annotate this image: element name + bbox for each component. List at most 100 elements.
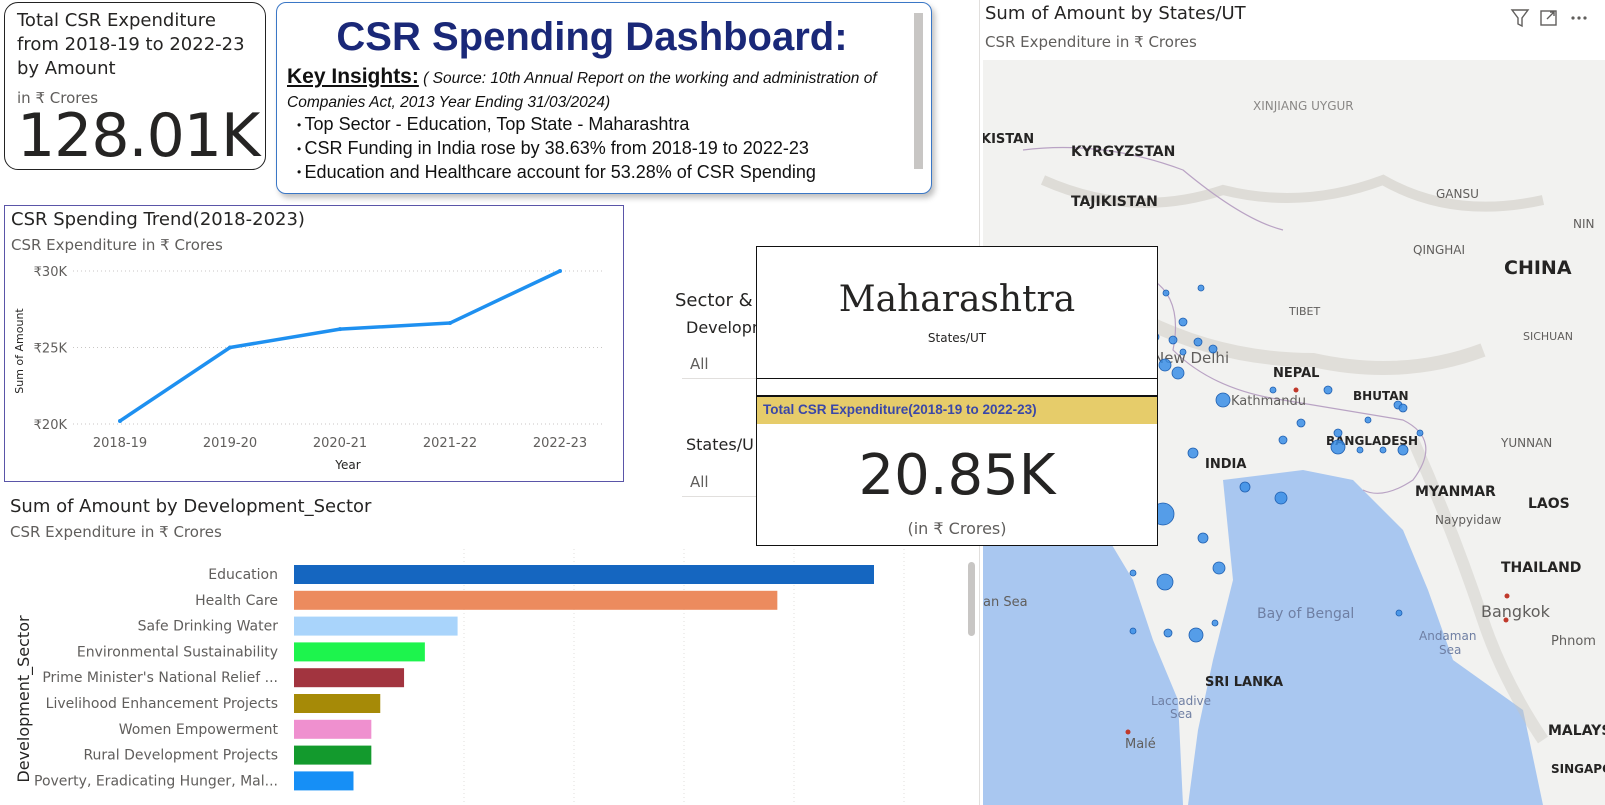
more-options-icon[interactable]	[1571, 16, 1587, 20]
state-expenditure-card: Total CSR Expenditure(2018-19 to 2022-23…	[756, 396, 1158, 546]
state-bubble[interactable]	[1211, 619, 1219, 627]
trend-ytick-label: ₹20K	[34, 418, 68, 433]
bar-category-label: Livelihood Enhancement Projects	[46, 696, 278, 712]
map-label-india: INDIA	[1205, 457, 1246, 472]
state-bubble[interactable]	[1296, 418, 1306, 428]
sector-bar[interactable]	[294, 642, 425, 662]
trend-xtick-label: 2021-22	[423, 436, 477, 451]
city-dot	[1503, 617, 1509, 623]
state-highlight-popup: Maharashtra States/UT Total CSR Expendit…	[756, 246, 1158, 546]
sector-slicer-dropdown[interactable]: All	[682, 348, 762, 379]
kpi-title: Total CSR Expenditure from 2018-19 to 20…	[17, 10, 245, 79]
state-bubble[interactable]	[1364, 416, 1372, 424]
state-bubble[interactable]	[1379, 446, 1387, 454]
state-bubble[interactable]	[1215, 392, 1231, 408]
visual-header-icons-svg	[1510, 9, 1587, 28]
state-bubble[interactable]	[1187, 447, 1199, 459]
state-slicer-label: States/U	[686, 435, 754, 454]
trend-xtick-label: 2020-21	[313, 436, 367, 451]
sector-bar[interactable]	[294, 590, 778, 610]
map-label-phnom: Phnom	[1551, 634, 1596, 649]
bar-category-label: Environmental Sustainability	[77, 644, 278, 660]
sector-bar[interactable]	[294, 694, 381, 713]
state-bubble[interactable]	[1168, 335, 1178, 345]
map-label-myanmar: MYANMAR	[1415, 484, 1496, 500]
city-dot	[1504, 593, 1510, 599]
state-bubble[interactable]	[1129, 569, 1137, 577]
trend-point[interactable]	[558, 269, 562, 273]
trend-point[interactable]	[118, 418, 122, 423]
state-bubble[interactable]	[1208, 344, 1218, 354]
sector-bar[interactable]	[294, 745, 372, 765]
trend-chart-visual[interactable]: CSR Spending Trend(2018-2023) CSR Expend…	[4, 205, 624, 482]
state-bubble[interactable]	[1193, 337, 1203, 347]
insight-item: Top Sector - Education, Top State - Maha…	[297, 113, 816, 137]
state-bubble[interactable]	[1269, 386, 1277, 394]
trend-line-chart[interactable]: Sum of Amount Year ₹30K ₹25K ₹20K 2018-19 20…	[5, 256, 623, 481]
sector-bar[interactable]	[294, 771, 354, 791]
state-bubble[interactable]	[1212, 561, 1226, 575]
state-slicer-dropdown[interactable]: All	[682, 466, 762, 497]
state-bubble[interactable]	[1333, 428, 1343, 438]
state-bubble[interactable]	[1356, 446, 1364, 454]
state-bubble[interactable]	[1156, 573, 1174, 591]
state-bubble[interactable]	[1398, 403, 1408, 413]
state-bubble[interactable]	[1330, 439, 1346, 455]
bars-scrollbar[interactable]	[968, 562, 975, 636]
trend-series-line[interactable]	[119, 269, 561, 423]
state-bubble[interactable]	[1129, 627, 1137, 635]
state-bubble[interactable]	[1188, 627, 1204, 643]
state-bubble[interactable]	[1171, 366, 1185, 380]
map-label-nepal: NEPAL	[1273, 366, 1319, 381]
state-bubble[interactable]	[1162, 289, 1170, 297]
state-expenditure-unit: (in ₹ Crores)	[907, 519, 1007, 538]
map-label-laccadive_sea: Sea	[1170, 707, 1192, 721]
map-labels: XINJIANG UYGUR KISTAN KYRGYZSTAN TAJIKISTAN…	[983, 99, 1605, 776]
state-bubble[interactable]	[1158, 358, 1172, 372]
kpi-value: 128.01K	[17, 101, 260, 171]
insight-item: Education and Healthcare account for 53.…	[297, 161, 816, 185]
sector-slicer-value: All	[690, 355, 709, 373]
map-label-naypyidaw: Naypyidaw	[1435, 513, 1501, 527]
map-label-laos: LAOS	[1528, 496, 1570, 512]
map-label-singapo: SINGAPO	[1551, 762, 1605, 776]
map-border	[1022, 146, 1284, 231]
sector-bar[interactable]	[294, 668, 405, 688]
map-label-ansea: an Sea	[983, 595, 1028, 610]
state-bubble[interactable]	[1163, 628, 1173, 638]
state-bubble[interactable]	[1197, 532, 1209, 544]
bar-category-label: Health Care	[195, 593, 278, 609]
trend-point[interactable]	[448, 321, 452, 326]
state-bubble[interactable]	[1274, 491, 1288, 505]
trend-point[interactable]	[228, 345, 232, 350]
state-bubble[interactable]	[1197, 284, 1205, 292]
map-label-laccadive: Laccadive	[1151, 694, 1211, 708]
map-subtitle: CSR Expenditure in ₹ Crores	[985, 33, 1197, 51]
trend-xtick-label: 2019-20	[203, 436, 257, 451]
popup-spacer	[756, 379, 1158, 396]
trend-point[interactable]	[338, 327, 342, 332]
sector-bar-chart[interactable]: Development_Sector Education Health Care S…	[4, 544, 966, 805]
expenditure-banner-bg: Total CSR Expenditure(2018-19 to 2022-23…	[757, 397, 1157, 424]
state-bubble[interactable]	[1179, 348, 1187, 356]
sector-bar[interactable]	[294, 565, 874, 584]
state-bubble[interactable]	[1323, 385, 1333, 395]
filter-icon[interactable]	[1510, 9, 1530, 28]
sector-bar[interactable]	[294, 616, 458, 636]
state-slicer-value: All	[690, 473, 709, 491]
sector-bar-visual[interactable]: Sum of Amount by Development_Sector CSR …	[4, 492, 975, 805]
map-label-malaysia: MALAYSIA	[1548, 723, 1605, 739]
state-bubble[interactable]	[1239, 481, 1251, 493]
state-bubble[interactable]	[1416, 429, 1424, 437]
state-bubble[interactable]	[1278, 435, 1288, 445]
focus-mode-icon[interactable]	[1540, 10, 1557, 26]
sector-bar[interactable]	[294, 719, 372, 739]
map-label-kistan: KISTAN	[983, 132, 1034, 147]
map-mountain-texture	[1040, 174, 1545, 212]
title-card-scrollbar[interactable]	[914, 13, 923, 169]
state-bubble[interactable]	[1178, 317, 1188, 327]
state-bubble[interactable]	[1397, 444, 1409, 456]
slicer-heading: Sector &	[675, 290, 753, 311]
insight-list: Top Sector - Education, Top State - Maha…	[297, 113, 816, 184]
state-bubble[interactable]	[1395, 609, 1403, 617]
